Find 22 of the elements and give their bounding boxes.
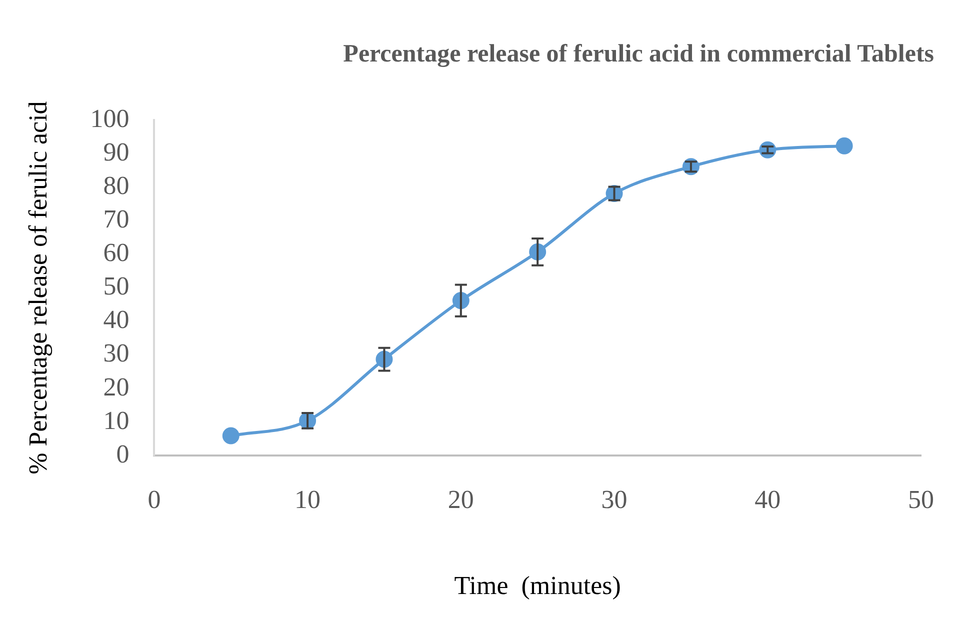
x-tick-label: 40 — [754, 485, 781, 514]
y-tick-label: 0 — [116, 439, 130, 468]
y-tick-label: 40 — [103, 305, 130, 334]
x-tick-label: 0 — [148, 485, 161, 514]
x-tick-label: 10 — [294, 485, 321, 514]
point — [836, 137, 853, 154]
y-tick-label: 20 — [103, 372, 130, 402]
point — [222, 427, 240, 444]
y-tick-label: 80 — [103, 170, 130, 200]
x-axis-title: Time (minutes) — [454, 571, 621, 600]
chart-title: Percentage release of ferulic acid in commercial Tablets — [343, 40, 934, 68]
y-tick-label: 90 — [103, 137, 130, 166]
y-tick-label: 50 — [103, 272, 130, 301]
y-tick-label: 70 — [103, 204, 130, 234]
y-tick-label: 100 — [90, 104, 130, 133]
x-tick-label: 20 — [448, 485, 474, 514]
y-tick-label: 10 — [103, 406, 130, 435]
y-axis-title: % Percentage release of ferulic acid — [23, 101, 52, 474]
x-tick-label: 30 — [601, 485, 628, 514]
y-tick-label: 60 — [103, 238, 130, 268]
x-tick-label: 50 — [908, 485, 934, 514]
y-tick-label: 30 — [103, 338, 130, 368]
